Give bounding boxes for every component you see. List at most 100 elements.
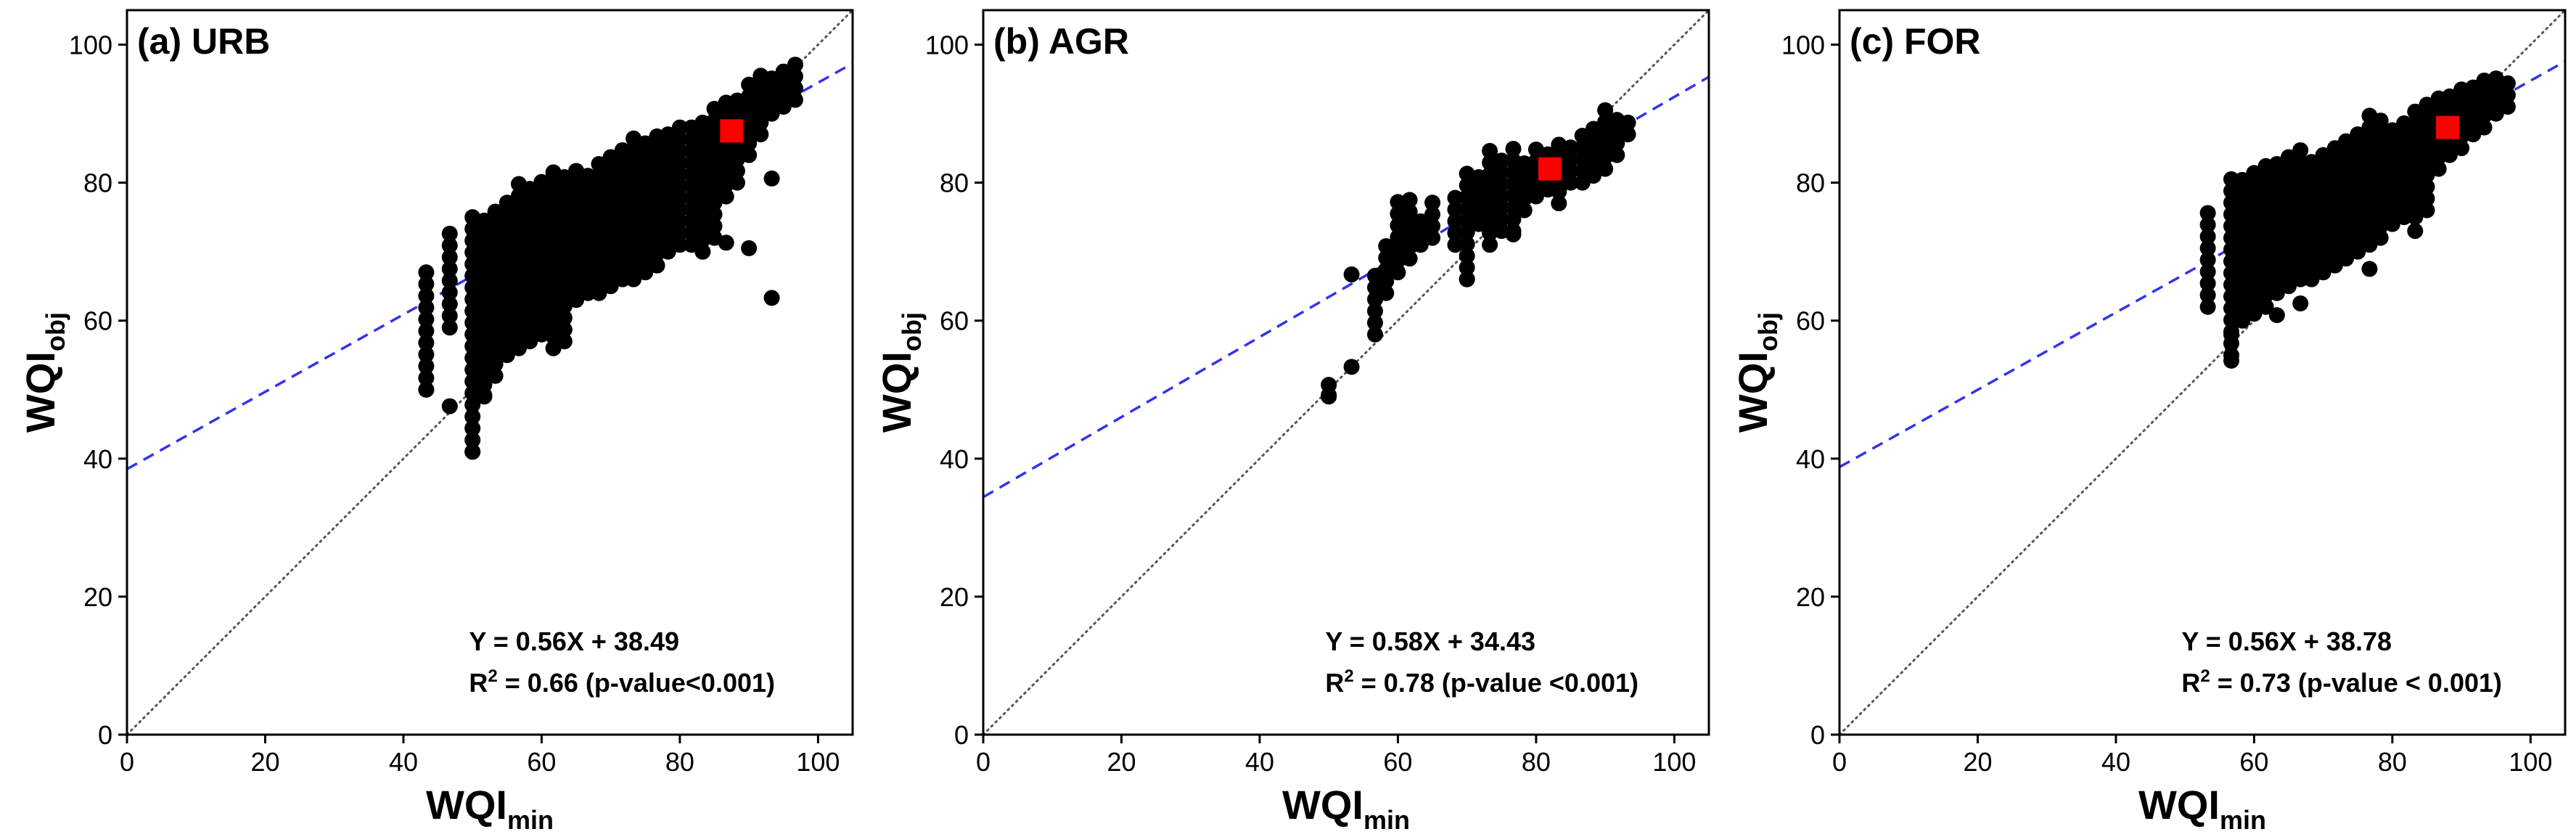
data-point — [418, 369, 435, 386]
data-point — [556, 322, 573, 338]
data-point — [671, 119, 688, 136]
data-point — [2199, 298, 2216, 315]
data-point — [441, 225, 458, 242]
data-point — [487, 356, 504, 372]
data-point — [580, 168, 596, 184]
data-point — [2292, 259, 2309, 276]
r-squared-value: = 0.66 (p-value<0.001) — [498, 668, 775, 698]
data-point — [694, 114, 711, 131]
x-tick-label: 80 — [665, 747, 694, 777]
x-tick-label: 0 — [120, 747, 134, 777]
data-point — [763, 105, 780, 122]
data-point — [614, 224, 631, 241]
data-point — [464, 408, 481, 425]
y-axis-title-sub: obj — [41, 312, 70, 351]
data-point — [671, 155, 688, 171]
data-points — [1321, 102, 1636, 405]
y-tick-label: 100 — [69, 30, 112, 60]
y-tick-label: 0 — [98, 720, 112, 750]
data-point — [441, 308, 458, 324]
data-point — [1424, 195, 1441, 211]
data-point — [694, 138, 711, 155]
x-axis-title: WQImin — [1282, 782, 1410, 835]
data-point — [614, 154, 631, 171]
data-point — [1390, 229, 1406, 245]
data-point — [752, 126, 769, 143]
data-point — [1482, 201, 1498, 218]
data-point — [533, 244, 550, 261]
y-tick-label: 100 — [925, 30, 969, 60]
plot-area — [127, 10, 853, 735]
data-point — [671, 213, 688, 229]
data-point — [556, 309, 573, 326]
r-squared-symbol: R — [469, 668, 488, 698]
data-point — [2199, 264, 2216, 280]
r-squared: R2 = 0.66 (p-value<0.001) — [469, 666, 775, 698]
data-point — [1459, 224, 1475, 241]
panel-title: (c) FOR — [1850, 21, 1981, 62]
data-point — [787, 91, 803, 108]
plot-area — [1839, 10, 2565, 735]
data-point — [614, 271, 631, 287]
data-point — [1551, 195, 1567, 212]
data-point — [1562, 139, 1579, 156]
data-point — [568, 292, 585, 309]
data-point — [1562, 174, 1579, 191]
data-point — [1378, 285, 1395, 301]
data-point — [533, 267, 550, 284]
y-tick-label: 40 — [1796, 444, 1825, 474]
data-point — [2476, 107, 2493, 124]
x-axis-title: WQImin — [2138, 782, 2266, 835]
x-axis-title-sub: min — [2220, 805, 2266, 835]
data-point — [2372, 218, 2389, 234]
data-point — [1447, 189, 1464, 206]
data-point — [580, 238, 596, 255]
data-point — [580, 273, 596, 290]
data-point — [763, 170, 780, 187]
y-axis-title-sub: obj — [1753, 312, 1783, 351]
data-point — [671, 131, 688, 147]
data-point — [694, 232, 711, 248]
data-point — [671, 142, 688, 159]
x-tick-label: 80 — [2378, 747, 2407, 777]
data-point — [1493, 199, 1510, 216]
data-point — [1424, 229, 1441, 246]
x-tick-label: 20 — [1963, 747, 1992, 777]
data-point — [441, 319, 458, 336]
data-point — [614, 259, 631, 276]
data-point — [2372, 206, 2389, 223]
data-point — [1516, 202, 1533, 219]
data-point — [2234, 312, 2251, 329]
data-point — [671, 237, 688, 253]
data-point — [2476, 96, 2493, 113]
data-point — [580, 226, 596, 242]
x-tick-label: 100 — [2509, 747, 2552, 777]
data-point — [671, 201, 688, 218]
data-point — [1459, 248, 1475, 264]
data-point — [2268, 285, 2285, 301]
data-point — [763, 290, 780, 306]
r-squared-symbol: R — [2181, 668, 2200, 698]
data-point — [2372, 124, 2389, 141]
data-point — [2199, 252, 2216, 269]
data-point — [1482, 142, 1498, 159]
data-point — [533, 303, 550, 319]
data-point — [2396, 139, 2413, 155]
data-point — [2361, 261, 2378, 277]
data-point — [476, 387, 493, 404]
data-point — [556, 298, 573, 314]
data-point — [614, 248, 631, 264]
data-point — [418, 287, 435, 304]
data-point — [580, 179, 596, 196]
y-tick-label: 20 — [1796, 582, 1825, 612]
data-point — [2419, 179, 2435, 195]
data-point — [441, 398, 458, 415]
data-point — [2476, 84, 2493, 101]
data-point — [2407, 223, 2424, 240]
data-point — [1620, 114, 1636, 131]
x-axis-title-sub: min — [1363, 805, 1410, 835]
data-point — [1401, 250, 1418, 267]
data-point — [487, 367, 504, 384]
data-point — [2453, 93, 2470, 110]
data-point — [533, 221, 550, 237]
